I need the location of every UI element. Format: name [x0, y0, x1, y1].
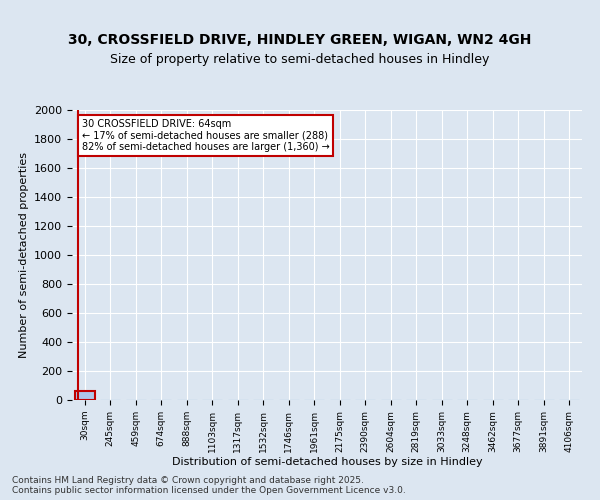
Text: 30 CROSSFIELD DRIVE: 64sqm
← 17% of semi-detached houses are smaller (288)
82% o: 30 CROSSFIELD DRIVE: 64sqm ← 17% of semi…	[82, 118, 329, 152]
Text: 30, CROSSFIELD DRIVE, HINDLEY GREEN, WIGAN, WN2 4GH: 30, CROSSFIELD DRIVE, HINDLEY GREEN, WIG…	[68, 34, 532, 48]
X-axis label: Distribution of semi-detached houses by size in Hindley: Distribution of semi-detached houses by …	[172, 458, 482, 468]
Y-axis label: Number of semi-detached properties: Number of semi-detached properties	[19, 152, 29, 358]
Text: Size of property relative to semi-detached houses in Hindley: Size of property relative to semi-detach…	[110, 53, 490, 66]
Text: Contains HM Land Registry data © Crown copyright and database right 2025.
Contai: Contains HM Land Registry data © Crown c…	[12, 476, 406, 495]
Bar	[74, 392, 95, 400]
